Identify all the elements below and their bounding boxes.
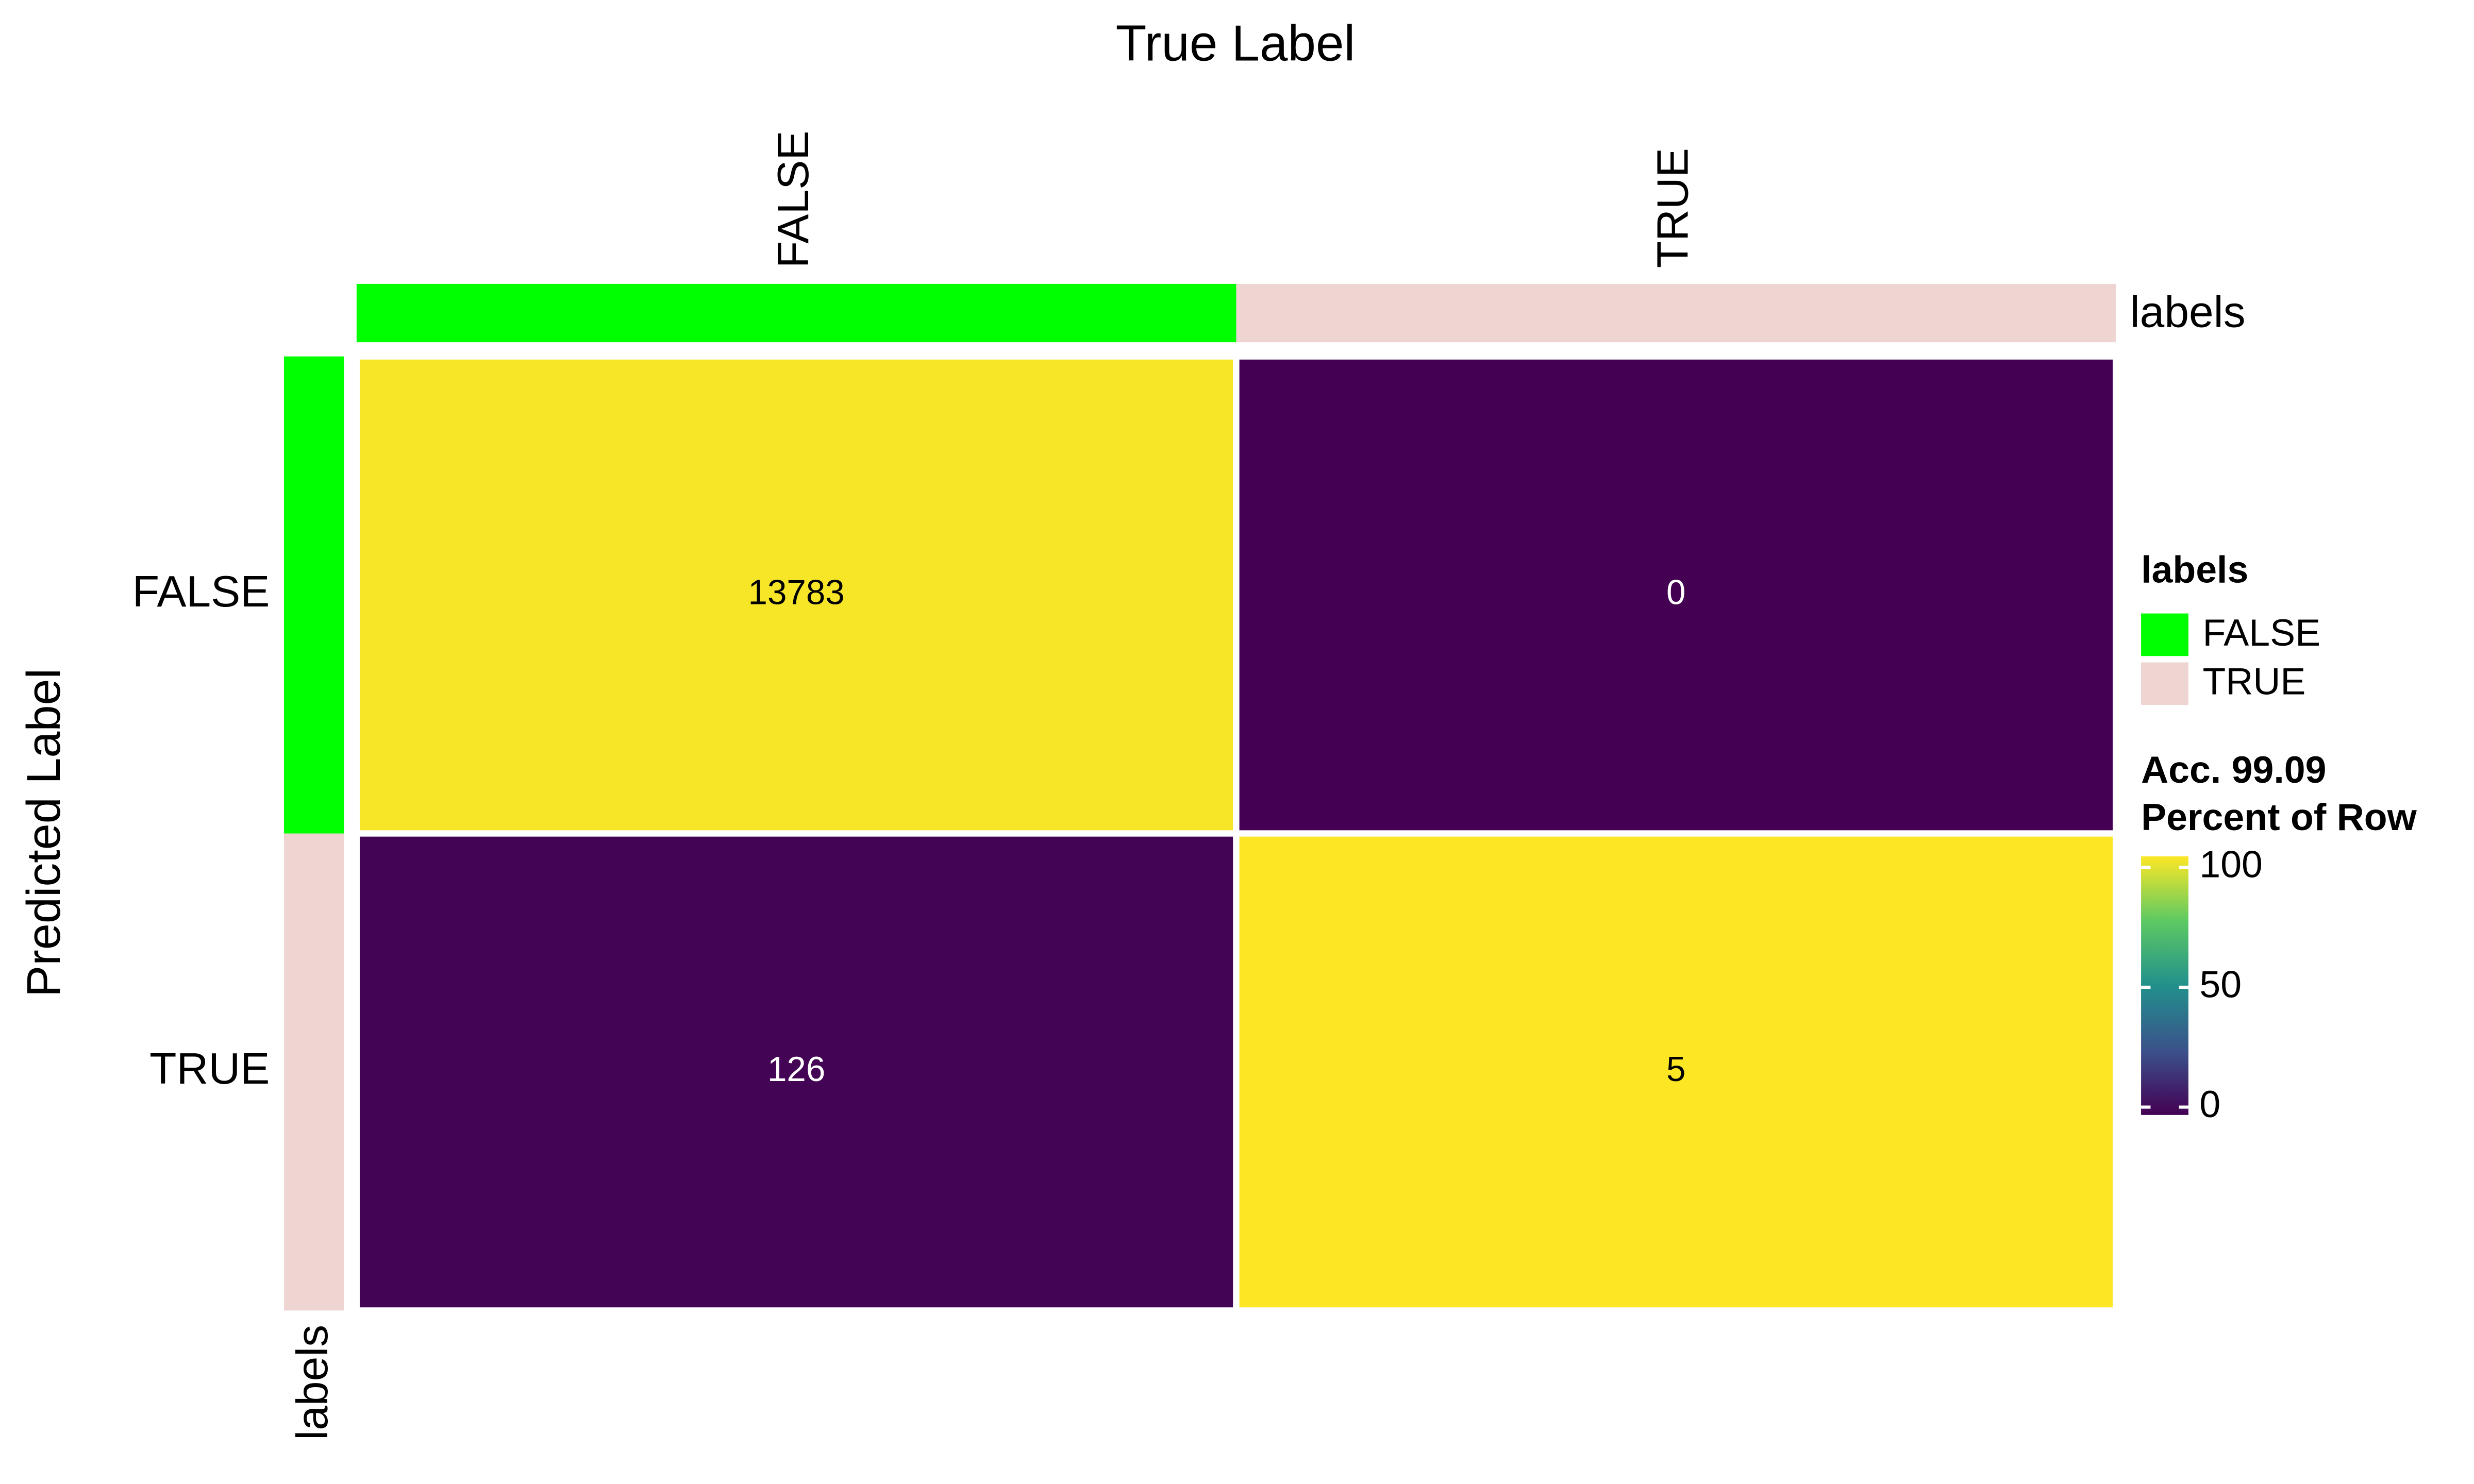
heatmap-cell [353, 830, 1240, 1314]
heatmap-cell [1233, 353, 2119, 837]
legend-label: TRUE [2202, 660, 2305, 703]
legend-swatch [2141, 662, 2188, 705]
cell-value: 13783 [748, 573, 845, 612]
y-tick-label: TRUE [149, 1044, 270, 1093]
y-tick-label: FALSE [132, 567, 270, 616]
heatmap-cell [1233, 830, 2119, 1314]
annotation-cell [284, 833, 344, 1311]
colorbar-tick-label: 50 [2199, 963, 2242, 1005]
annotation-label: labels [288, 1325, 337, 1440]
legend-title: labels [2141, 548, 2248, 591]
annotation-cell [1236, 283, 2116, 343]
cell-value: 0 [1666, 573, 1685, 612]
legend-swatch [2141, 613, 2188, 656]
chart-title: True Label [1116, 15, 1356, 72]
x-tick-label: TRUE [1648, 148, 1697, 268]
colorbar-tick-label: 0 [2199, 1083, 2220, 1125]
y-axis-label: Predicted Label [18, 668, 70, 997]
annotation-cell [356, 283, 1236, 343]
colorbar-title: Acc. 99.09 [2141, 748, 2326, 791]
annotation-cell [284, 356, 344, 834]
annotation-label: labels [2130, 288, 2246, 337]
colorbar-title: Percent of Row [2141, 796, 2417, 838]
cell-value: 5 [1666, 1050, 1685, 1089]
cell-value: 126 [767, 1050, 825, 1089]
legend-label: FALSE [2202, 611, 2320, 654]
colorbar-tick-label: 100 [2199, 843, 2263, 886]
heatmap-cell [353, 353, 1240, 837]
x-tick-label: FALSE [768, 131, 818, 268]
